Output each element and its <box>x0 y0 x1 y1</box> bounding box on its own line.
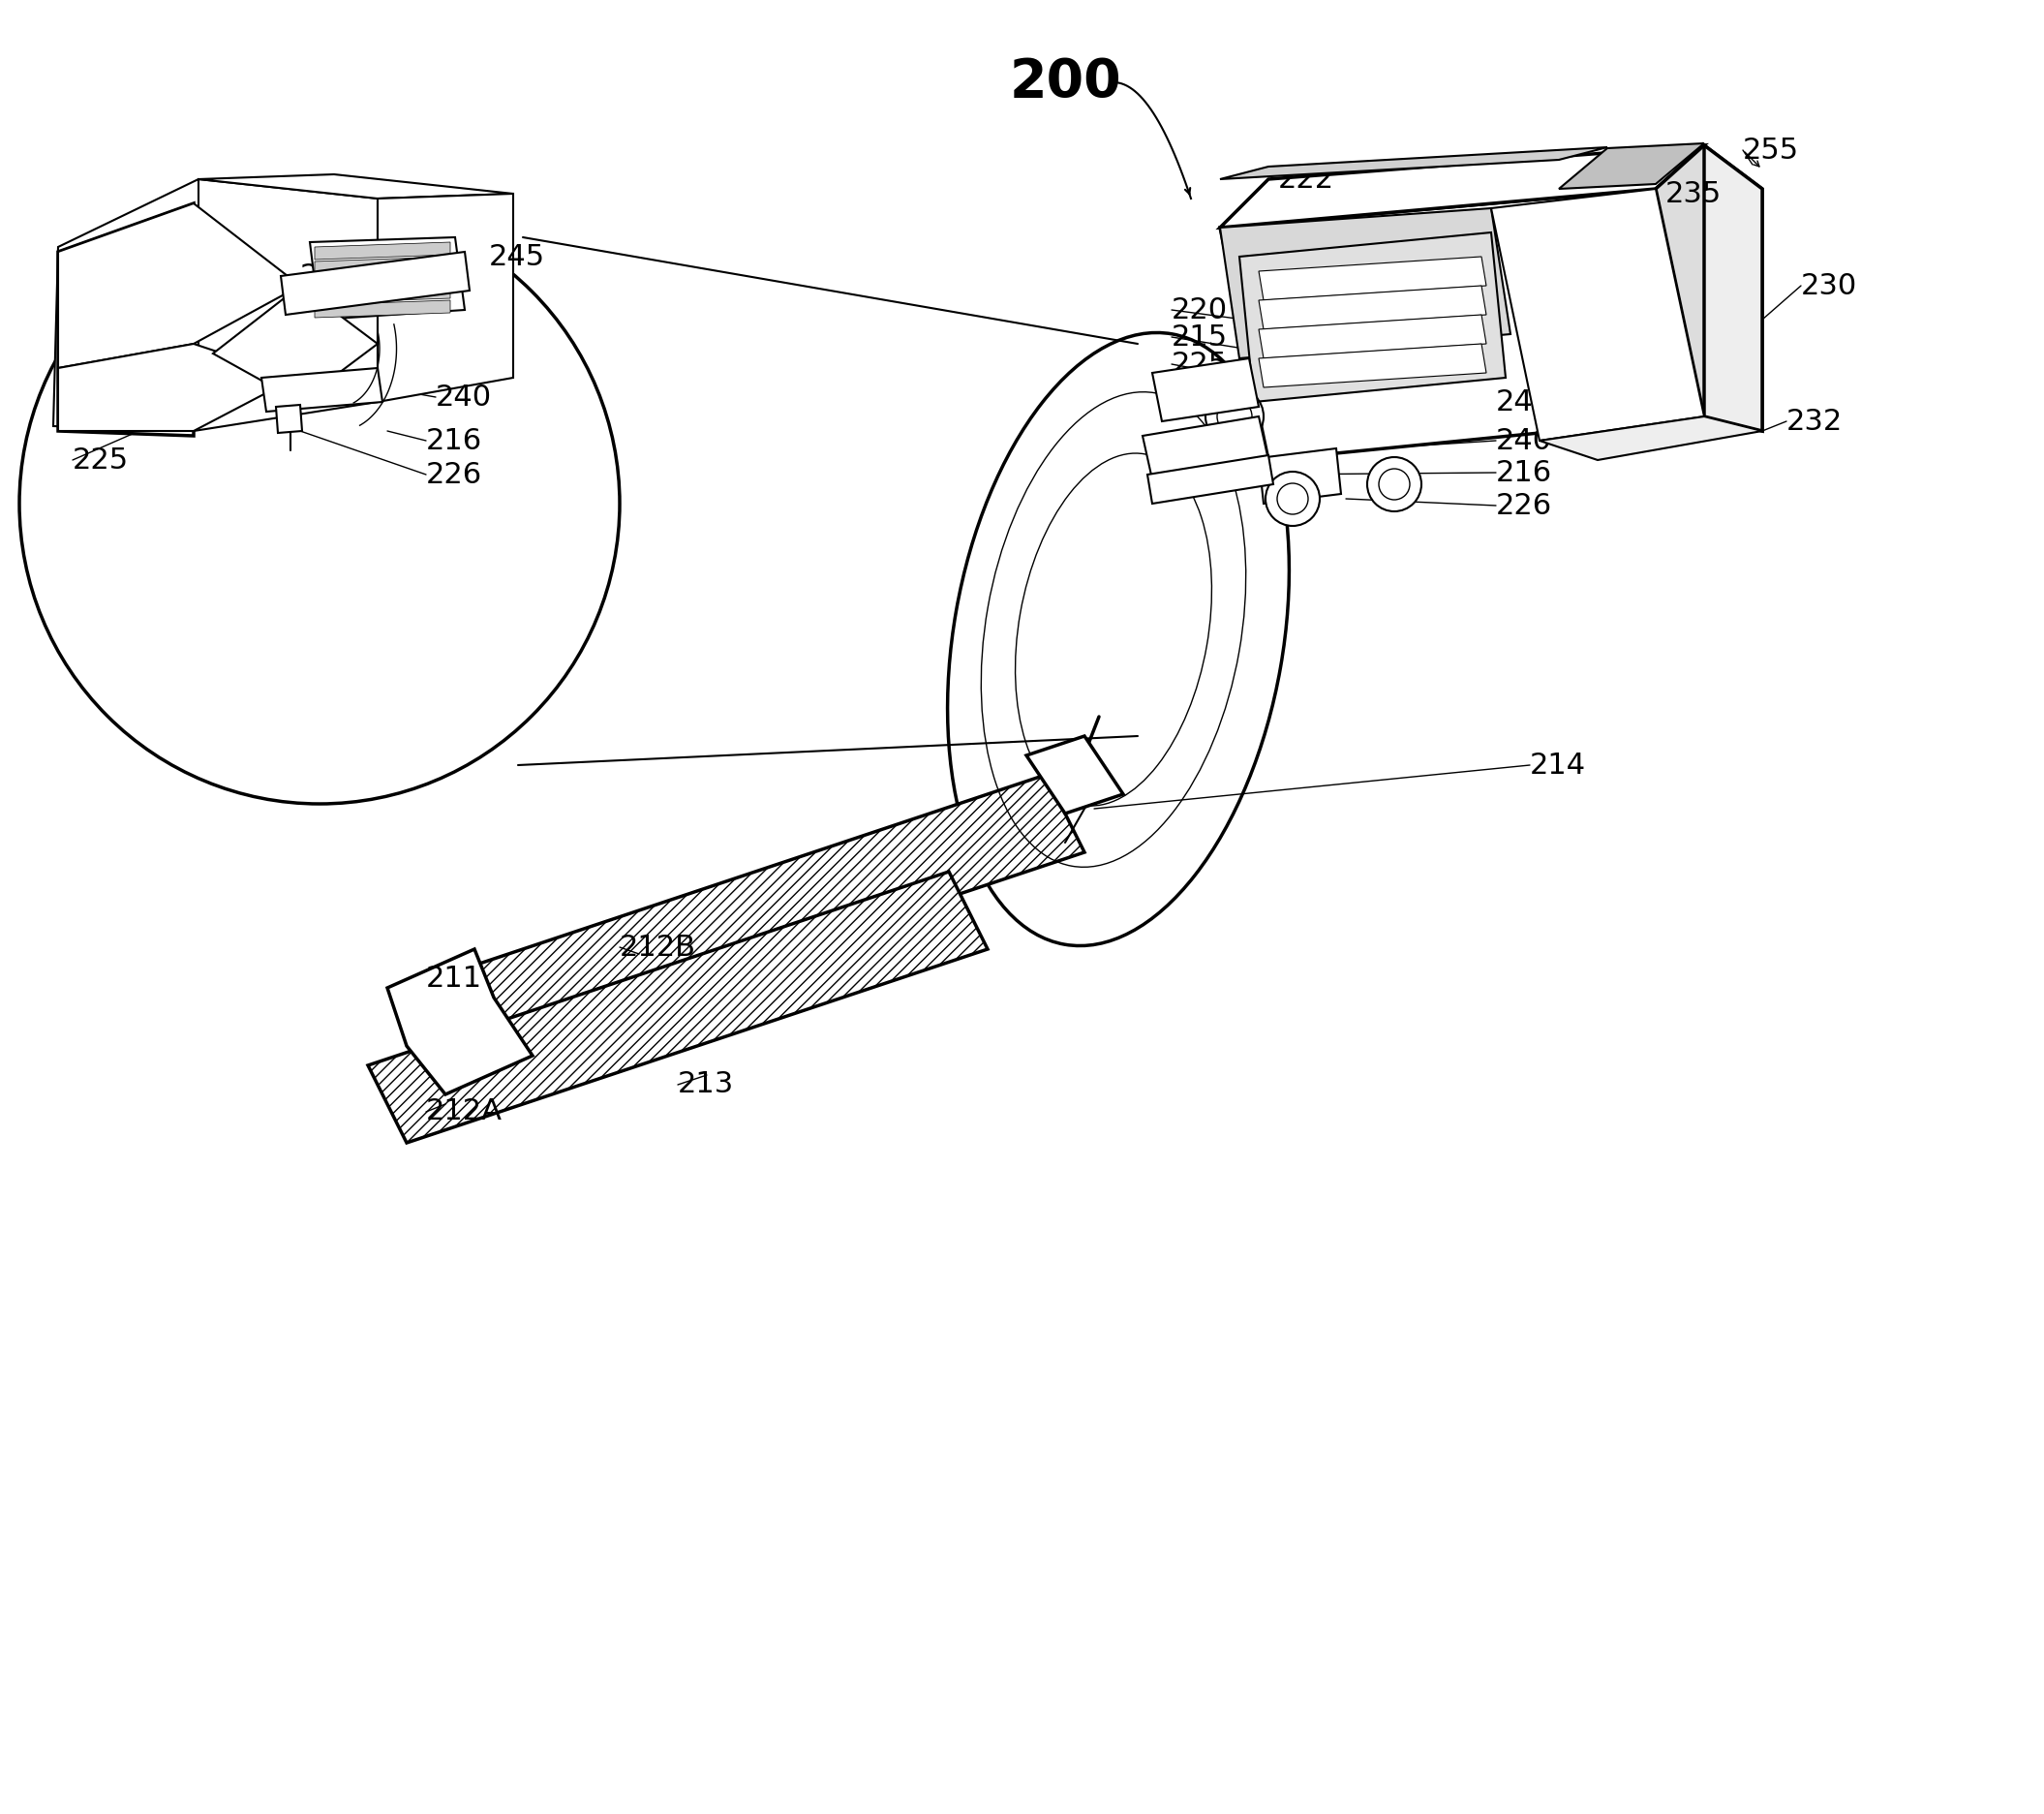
Polygon shape <box>1259 345 1486 388</box>
Polygon shape <box>315 270 450 288</box>
Polygon shape <box>1147 455 1273 504</box>
Polygon shape <box>198 180 378 363</box>
Ellipse shape <box>948 332 1290 945</box>
Polygon shape <box>1220 189 1705 461</box>
Polygon shape <box>280 252 470 316</box>
Polygon shape <box>1026 736 1124 813</box>
Text: 255: 255 <box>1744 136 1799 163</box>
Circle shape <box>1367 457 1421 512</box>
Polygon shape <box>1560 143 1705 189</box>
Polygon shape <box>198 174 513 198</box>
Polygon shape <box>276 405 303 434</box>
Polygon shape <box>57 203 194 435</box>
Polygon shape <box>1153 359 1259 421</box>
Polygon shape <box>1656 145 1762 432</box>
Polygon shape <box>53 180 378 432</box>
Text: 245: 245 <box>1496 388 1551 415</box>
Text: 214: 214 <box>1529 751 1586 780</box>
Circle shape <box>1206 388 1263 446</box>
Circle shape <box>1265 472 1320 526</box>
Text: 200: 200 <box>1010 56 1120 109</box>
Polygon shape <box>386 949 533 1094</box>
Text: 232: 232 <box>1786 408 1844 435</box>
Text: 215: 215 <box>1171 323 1228 352</box>
Text: 216: 216 <box>1496 459 1551 486</box>
Polygon shape <box>1259 316 1486 359</box>
Text: 225: 225 <box>1171 350 1228 377</box>
Polygon shape <box>1220 145 1705 227</box>
Polygon shape <box>311 238 464 319</box>
Text: 230: 230 <box>1801 272 1858 299</box>
Text: 211: 211 <box>425 965 482 992</box>
Polygon shape <box>315 287 450 303</box>
Polygon shape <box>368 873 987 1143</box>
Polygon shape <box>1220 209 1511 359</box>
Polygon shape <box>315 301 450 317</box>
Polygon shape <box>1259 448 1341 504</box>
Text: 215: 215 <box>300 261 356 290</box>
Text: 213: 213 <box>679 1070 734 1099</box>
Polygon shape <box>464 775 1085 1047</box>
Polygon shape <box>378 194 513 403</box>
Polygon shape <box>57 203 300 368</box>
Polygon shape <box>262 368 382 412</box>
Polygon shape <box>213 287 378 403</box>
Polygon shape <box>1239 232 1506 403</box>
Polygon shape <box>315 241 450 259</box>
Text: 212B: 212B <box>619 932 697 961</box>
Polygon shape <box>1220 147 1607 180</box>
Polygon shape <box>1705 145 1762 432</box>
Text: 245: 245 <box>489 243 546 270</box>
Text: 220: 220 <box>1171 296 1228 325</box>
Text: 225: 225 <box>74 446 129 473</box>
Polygon shape <box>1143 417 1269 479</box>
Polygon shape <box>57 345 294 432</box>
Text: 235: 235 <box>1666 180 1721 209</box>
Polygon shape <box>1492 189 1705 441</box>
Polygon shape <box>1259 256 1486 301</box>
Circle shape <box>18 203 619 804</box>
Text: 216: 216 <box>425 426 482 455</box>
Text: 226: 226 <box>1496 492 1551 519</box>
Text: 240: 240 <box>1496 426 1551 455</box>
Polygon shape <box>1539 417 1762 461</box>
Text: 212A: 212A <box>425 1097 503 1126</box>
Text: 222: 222 <box>1278 165 1335 194</box>
Text: 240: 240 <box>435 383 493 412</box>
Polygon shape <box>1259 287 1486 330</box>
Text: 226: 226 <box>425 461 482 488</box>
Polygon shape <box>315 256 450 274</box>
